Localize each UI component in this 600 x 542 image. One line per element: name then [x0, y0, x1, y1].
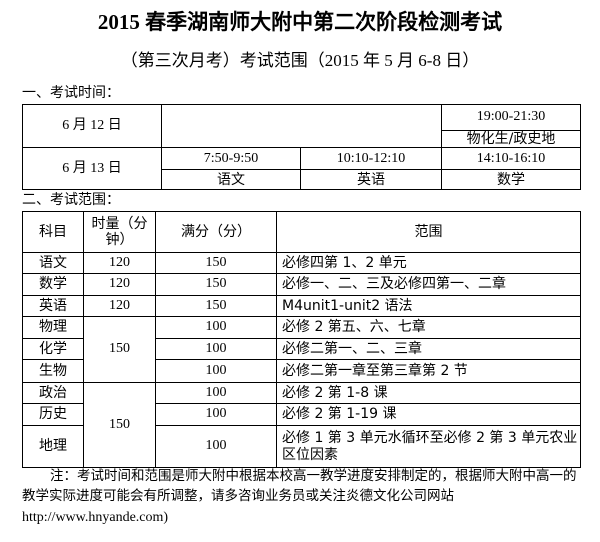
score-cell: 150 [155, 252, 277, 274]
document-title: 2015 春季湖南师大附中第二次阶段检测考试 [97, 10, 503, 34]
range-cell: 必修 2 第五、六、七章 [276, 316, 581, 339]
table-row: 地理 100 必修 1 第 3 单元水循环至必修 2 第 3 单元农业区位因素 [22, 425, 581, 468]
subject-cell: 生物 [22, 359, 84, 383]
score-cell: 100 [155, 403, 277, 426]
slot-subject: 数学 [441, 169, 581, 191]
range-cell: 必修四第 1、2 单元 [276, 252, 581, 274]
range-cell: 必修 1 第 3 单元水循环至必修 2 第 3 单元农业区位因素 [276, 425, 581, 468]
table-row: 生物 100 必修二第一章至第三章第 2 节 [22, 359, 581, 383]
duration-cell: 120 [83, 252, 156, 274]
footnote: 注：考试时间和范围是师大附中根据本校高一教学进度安排制定的，根据师大附中高一的教… [22, 468, 577, 504]
header-subject: 科目 [22, 211, 84, 253]
header-duration: 时量（分钟） [83, 211, 156, 253]
time-slot: 7:50-9:50 [161, 147, 301, 171]
score-cell: 150 [155, 273, 277, 296]
table-row: 物理 150 100 必修 2 第五、六、七章 [22, 316, 581, 383]
table-row: 英语 120 150 M4unit1-unit2 语法 [22, 295, 581, 317]
subject-cell: 语文 [22, 252, 84, 274]
subject-cell: 物理 [22, 316, 84, 339]
range-cell: 必修 2 第 1-19 课 [276, 403, 581, 426]
table-row: 数学 120 150 必修一、二、三及必修四第一、二章 [22, 273, 581, 296]
slot-subject: 语文 [161, 169, 301, 191]
range-cell: 必修二第一、二、三章 [276, 338, 581, 360]
subject-day1: 物化生/政史地 [441, 129, 581, 149]
section-exam-scope: 二、考试范围： [22, 192, 120, 208]
subject-cell: 政治 [22, 382, 84, 404]
range-cell: 必修一、二、三及必修四第一、二章 [276, 273, 581, 296]
header-score: 满分（分） [155, 211, 277, 253]
range-cell: 必修二第一章至第三章第 2 节 [276, 359, 581, 383]
subject-cell: 英语 [22, 295, 84, 317]
date-day1: 6 月 12 日 [22, 103, 162, 149]
table-row: 政治 150 100 必修 2 第 1-8 课 [22, 382, 581, 468]
exam-scope-table: 科目 时量（分钟） 满分（分） 范围 语文 120 150 必修四第 1、2 单… [22, 211, 581, 468]
subject-cell: 地理 [22, 425, 84, 468]
section-exam-time: 一、考试时间： [22, 85, 120, 101]
score-cell: 150 [155, 295, 277, 317]
header-range: 范围 [276, 211, 581, 253]
duration-cell: 150 [83, 382, 156, 468]
website-link[interactable]: http://www.hnyande.com) [22, 510, 169, 525]
score-cell: 100 [155, 359, 277, 383]
time-slot: 14:10-16:10 [441, 147, 581, 171]
date-day2: 6 月 13 日 [22, 147, 162, 191]
table-row: 语文 120 150 必修四第 1、2 单元 [22, 252, 581, 274]
subject-cell: 化学 [22, 338, 84, 360]
exam-schedule-table: 6 月 12 日 19:00-21:30 物化生/政史地 6 月 13 日 7:… [22, 103, 581, 191]
empty-cell [161, 103, 442, 149]
score-cell: 100 [155, 425, 277, 468]
duration-cell: 150 [83, 316, 156, 383]
score-cell: 100 [155, 338, 277, 360]
document-subtitle: （第三次月考）考试范围（2015 年 5 月 6-8 日） [120, 51, 480, 70]
score-cell: 100 [155, 382, 277, 404]
subject-cell: 数学 [22, 273, 84, 296]
range-cell: 必修 2 第 1-8 课 [276, 382, 581, 404]
subject-cell: 历史 [22, 403, 84, 426]
score-cell: 100 [155, 316, 277, 339]
time-day1: 19:00-21:30 [441, 104, 581, 131]
range-cell: M4unit1-unit2 语法 [276, 295, 581, 317]
table-row: 历史 100 必修 2 第 1-19 课 [22, 403, 581, 426]
duration-cell: 120 [83, 273, 156, 296]
duration-cell: 120 [83, 295, 156, 317]
time-slot: 10:10-12:10 [300, 147, 442, 171]
slot-subject: 英语 [300, 169, 442, 191]
